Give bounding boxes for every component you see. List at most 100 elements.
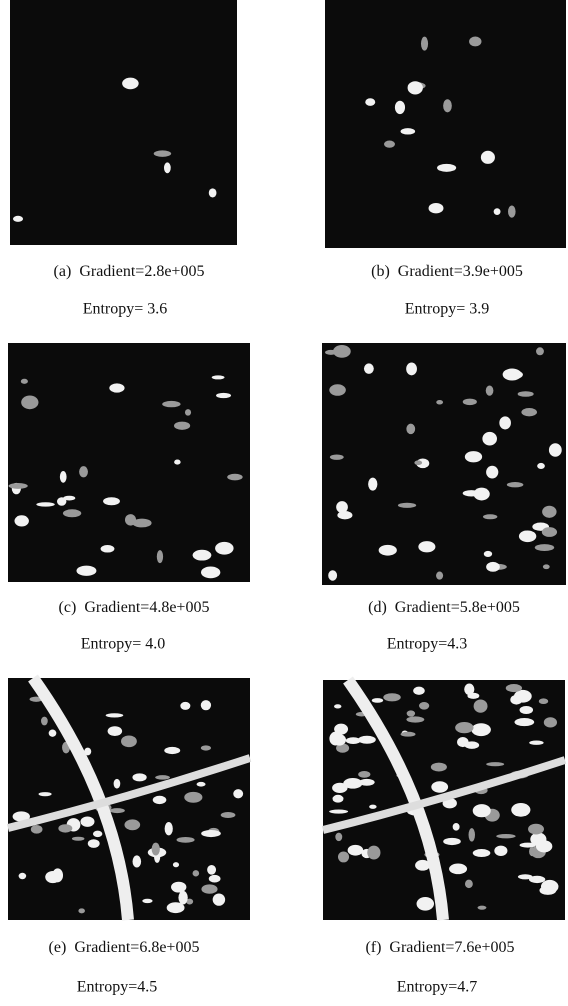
panel: (d)Gradient=5.8e+005Entropy=4.3 [322, 343, 566, 653]
image [10, 0, 237, 245]
image-feature [358, 736, 376, 744]
gradient: Gradient=5.8e+005 [395, 599, 520, 616]
image-feature [185, 409, 191, 415]
image-feature [539, 886, 556, 895]
image-feature [164, 162, 171, 173]
image-feature [233, 789, 243, 798]
image [325, 0, 566, 248]
image-feature [471, 723, 491, 736]
image-feature [536, 347, 544, 355]
image-feature [507, 482, 524, 487]
image-feature [31, 825, 43, 834]
image-feature [419, 702, 429, 710]
gradient: Gradient=2.8e+005 [79, 263, 204, 280]
image-feature [63, 509, 81, 517]
entropy: Entropy=4.3 [387, 636, 468, 653]
image-feature [408, 81, 423, 94]
figure: (a) Gradient=2.8e+005 Entropy= 3.6 (b) Gradi… [0, 0, 568, 1001]
image-feature [9, 483, 28, 489]
image-feature [511, 803, 530, 817]
image-feature [449, 863, 467, 874]
image-feature [125, 514, 136, 526]
image-feature [544, 717, 557, 727]
image-feature [436, 572, 443, 580]
image-feature [178, 891, 187, 905]
image-feature [542, 527, 557, 537]
image-feature [101, 545, 115, 553]
image-feature [372, 698, 384, 703]
image-feature [52, 868, 63, 882]
image-feature [478, 906, 487, 910]
image-feature [406, 362, 417, 375]
caption: (a) Gradient=2.8e+005 [54, 263, 205, 280]
panel: (a) Gradient=2.8e+005 Entropy= 3.6 [10, 0, 237, 318]
image-feature [162, 401, 180, 407]
image-feature [197, 782, 206, 787]
caption: (c)Gradient=4.8e+005 [59, 599, 210, 616]
image-feature [201, 884, 217, 893]
image-feature [474, 699, 488, 712]
image-feature [465, 880, 473, 889]
image-feature [153, 796, 167, 804]
image-feature [221, 812, 236, 818]
image-feature [193, 870, 200, 876]
image-feature [437, 164, 456, 172]
image-feature [398, 503, 416, 508]
image-feature [481, 731, 487, 735]
image-feature [431, 763, 447, 772]
gradient: Gradient=3.9e+005 [398, 263, 523, 280]
image-feature [333, 734, 346, 745]
image-feature [496, 834, 515, 838]
image-feature [453, 823, 460, 831]
image-feature [165, 822, 173, 835]
image-feature [333, 795, 344, 803]
image-feature [338, 851, 349, 862]
image-feature [193, 550, 212, 561]
entropy: Entropy= 3.6 [83, 301, 168, 318]
image-feature [348, 845, 364, 856]
image-feature [207, 865, 216, 875]
image-feature [329, 384, 346, 396]
image-feature [473, 849, 491, 857]
image-feature [529, 741, 543, 745]
image-feature [157, 550, 163, 563]
image-feature [49, 730, 57, 737]
image-feature [537, 463, 545, 469]
panel-label: (a) [54, 263, 72, 280]
image-feature [484, 551, 492, 557]
image-feature [132, 773, 146, 781]
image-feature [543, 564, 550, 569]
image-feature [368, 478, 377, 491]
image-feature [155, 775, 170, 780]
image-feature [88, 839, 100, 848]
image-feature [106, 713, 124, 717]
image-feature [549, 443, 562, 457]
image-feature [401, 732, 416, 737]
image-feature [486, 385, 494, 395]
panel-label: (f) [365, 939, 381, 956]
image-feature [133, 855, 142, 867]
image-feature [184, 792, 202, 803]
entropy: Entropy= 4.0 [81, 636, 166, 653]
image-feature [333, 345, 351, 358]
image [322, 343, 566, 585]
image-feature [58, 824, 72, 832]
image-feature [521, 408, 537, 416]
image-feature [542, 506, 556, 518]
image-feature [429, 203, 444, 213]
image-feature [215, 542, 233, 555]
image-feature [407, 710, 415, 716]
image-feature [122, 78, 139, 90]
image-feature [80, 816, 94, 826]
image-feature [469, 37, 481, 47]
image-feature [473, 804, 491, 817]
panel-label: (b) [371, 263, 390, 280]
image-feature [201, 830, 221, 837]
image-feature [401, 128, 416, 134]
image-feature [529, 847, 535, 856]
image-feature [504, 370, 523, 379]
image-feature [36, 502, 55, 506]
image-feature [536, 840, 552, 852]
image-feature [201, 567, 220, 579]
image-feature [436, 400, 443, 404]
